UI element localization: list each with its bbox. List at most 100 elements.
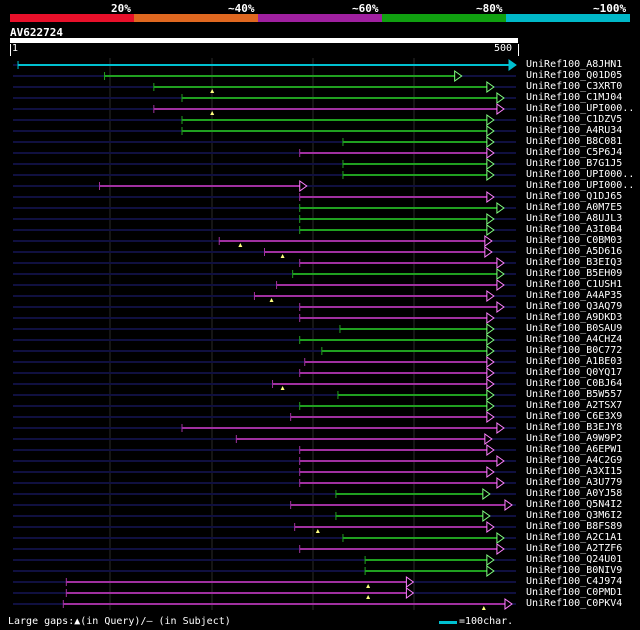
hit-name-link[interactable]: UniRef100_A2TZF6 (526, 543, 623, 554)
hit-name-link[interactable]: UniRef100_A2TSX7 (526, 400, 623, 411)
hit-row[interactable] (13, 268, 516, 280)
hit-row[interactable] (13, 477, 516, 489)
hit-row[interactable] (13, 455, 516, 467)
hit-row[interactable] (13, 433, 516, 445)
hit-row[interactable] (13, 411, 516, 423)
hit-row[interactable] (13, 191, 516, 203)
hit-row[interactable] (13, 147, 516, 159)
hit-row[interactable] (13, 246, 516, 258)
hit-row[interactable] (13, 103, 516, 115)
hit-row[interactable] (13, 345, 516, 357)
hit-name-link[interactable]: UniRef100_C3XRT0 (526, 81, 623, 92)
hit-row[interactable] (13, 279, 516, 291)
hit-name-link[interactable]: UniRef100_B8FS89 (526, 521, 623, 532)
hit-name-link[interactable]: UniRef100_C1DZV5 (526, 114, 623, 125)
hit-name-link[interactable]: UniRef100_A5D616 (526, 246, 623, 257)
hit-name-link[interactable]: UniRef100_Q01D05 (526, 70, 623, 81)
hit-row[interactable] (13, 81, 516, 93)
hit-name-link[interactable]: UniRef100_A6EPW1 (526, 444, 623, 455)
hit-row[interactable] (13, 180, 516, 192)
hit-name-link[interactable]: UniRef100_A0M7E5 (526, 202, 623, 213)
hit-name-link[interactable]: UniRef100_C0PKV4 (526, 598, 623, 609)
hit-name-link[interactable]: UniRef100_C4J974 (526, 576, 623, 587)
hit-row[interactable] (13, 356, 516, 368)
hit-name-link[interactable]: UniRef100_Q0YQ17 (526, 367, 623, 378)
hit-name-link[interactable]: UniRef100_B3EJY8 (526, 422, 623, 433)
hit-row[interactable] (13, 70, 516, 82)
hit-row[interactable] (13, 378, 516, 390)
hit-row[interactable] (13, 510, 516, 522)
hit-row[interactable] (13, 312, 516, 324)
hit-row[interactable] (13, 334, 516, 346)
hit-row[interactable] (13, 323, 516, 335)
hit-row[interactable] (13, 235, 516, 247)
hit-name-link[interactable]: UniRef100_C1MJ04 (526, 92, 623, 103)
hit-name-link[interactable]: UniRef100_Q1DJ65 (526, 191, 623, 202)
hit-row[interactable] (13, 532, 516, 544)
hit-row[interactable] (13, 389, 516, 401)
hit-row[interactable] (13, 499, 516, 511)
hit-row[interactable] (13, 136, 516, 148)
hit-name-link[interactable]: UniRef100_A9W9P2 (526, 433, 623, 444)
hit-row[interactable] (13, 125, 516, 137)
hit-row[interactable] (13, 466, 516, 478)
hit-name-link[interactable]: UniRef100_C0PMD1 (526, 587, 623, 598)
hit-name-link[interactable]: UniRef100_B8C081 (526, 136, 623, 147)
hit-name-link[interactable]: UniRef100_A8JHN1 (526, 59, 623, 70)
hit-row[interactable] (13, 576, 516, 588)
hit-name-link[interactable]: UniRef100_A0YJ58 (526, 488, 623, 499)
hit-row[interactable] (13, 202, 516, 214)
hit-name-link[interactable]: UniRef100_UPI000.. (526, 103, 635, 114)
hit-name-link[interactable]: UniRef100_C0BM03 (526, 235, 623, 246)
hit-row[interactable] (13, 169, 516, 181)
hit-name-link[interactable]: UniRef100_C0BJ64 (526, 378, 623, 389)
hit-name-link[interactable]: UniRef100_Q24U01 (526, 554, 623, 565)
hit-name-link[interactable]: UniRef100_A4AP35 (526, 290, 623, 301)
hit-name-link[interactable]: UniRef100_C1USH1 (526, 279, 623, 290)
hit-name-link[interactable]: UniRef100_Q3AQ79 (526, 301, 623, 312)
hit-name-link[interactable]: UniRef100_B0C772 (526, 345, 623, 356)
hit-row[interactable] (13, 301, 516, 313)
hit-name-link[interactable]: UniRef100_B5W557 (526, 389, 623, 400)
hit-name-link[interactable]: UniRef100_B3EIQ3 (526, 257, 623, 268)
hit-name-link[interactable]: UniRef100_UPI000.. (526, 180, 635, 191)
hit-name-link[interactable]: UniRef100_A4C2G9 (526, 455, 623, 466)
hit-row[interactable] (13, 444, 516, 456)
hit-row[interactable] (13, 367, 516, 379)
hit-name-link[interactable]: UniRef100_A8UJL3 (526, 213, 623, 224)
hit-row[interactable] (13, 114, 516, 126)
hit-row[interactable] (13, 213, 516, 225)
hit-name-link[interactable]: UniRef100_A3XI15 (526, 466, 623, 477)
hit-row[interactable] (13, 587, 516, 599)
hit-name-link[interactable]: UniRef100_B0SAU9 (526, 323, 623, 334)
hit-name-link[interactable]: UniRef100_Q5N4I2 (526, 499, 623, 510)
hit-name-link[interactable]: UniRef100_A9DKD3 (526, 312, 623, 323)
hit-name-link[interactable]: UniRef100_C5P6J4 (526, 147, 623, 158)
hit-row[interactable] (13, 422, 516, 434)
hit-row[interactable] (13, 59, 517, 71)
hit-name-link[interactable]: UniRef100_A4CHZ4 (526, 334, 623, 345)
hit-name-link[interactable]: UniRef100_A3U779 (526, 477, 623, 488)
hit-row[interactable] (13, 598, 516, 610)
hit-name-link[interactable]: UniRef100_UPI000.. (526, 169, 635, 180)
hit-name-link[interactable]: UniRef100_A2C1A1 (526, 532, 623, 543)
hit-name-link[interactable]: UniRef100_A4RU34 (526, 125, 623, 136)
hit-row[interactable] (13, 521, 516, 533)
hit-row[interactable] (13, 158, 516, 170)
hit-row[interactable] (13, 92, 516, 104)
hit-row[interactable] (13, 488, 516, 500)
hit-row[interactable] (13, 290, 516, 302)
hit-name-link[interactable]: UniRef100_A1BE03 (526, 356, 623, 367)
hit-name-link[interactable]: UniRef100_C6E3X9 (526, 411, 623, 422)
hit-name-link[interactable]: UniRef100_A3I0B4 (526, 224, 623, 235)
hit-row[interactable] (13, 554, 516, 566)
hit-row[interactable] (13, 543, 516, 555)
hit-row[interactable] (13, 400, 516, 412)
hit-row[interactable] (13, 565, 516, 577)
hit-name-link[interactable]: UniRef100_B5EH09 (526, 268, 623, 279)
hit-name-link[interactable]: UniRef100_B0NIV9 (526, 565, 623, 576)
hit-row[interactable] (13, 257, 516, 269)
hit-name-link[interactable]: UniRef100_Q3M6I2 (526, 510, 623, 521)
hit-row[interactable] (13, 224, 516, 236)
hit-name-link[interactable]: UniRef100_B7G1J5 (526, 158, 623, 169)
